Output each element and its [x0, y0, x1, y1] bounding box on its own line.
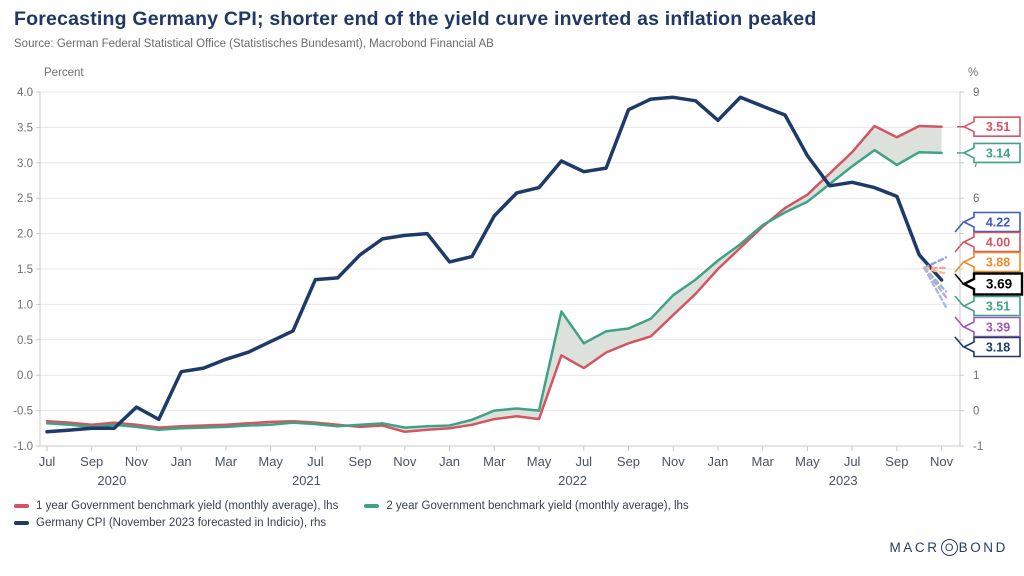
x-axis-month-label: Jul: [307, 454, 324, 469]
legend-item-1y-yield: 1 year Government benchmark yield (month…: [14, 500, 338, 512]
x-axis-month-label: Jul: [844, 454, 861, 469]
left-axis-unit-label: Percent: [44, 67, 84, 79]
left-axis-tick-label: 3.0: [17, 158, 33, 170]
right-axis-tick-label: 7: [973, 158, 979, 170]
value-flag-text: 3.51: [986, 300, 1010, 314]
legend-swatch-1y-icon: [14, 504, 29, 508]
left-axis-tick-label: 3.5: [17, 122, 33, 134]
x-axis-month-label: Nov: [662, 454, 686, 469]
left-axis-tick-label: 0.5: [17, 335, 33, 347]
right-axis-tick-label: -1: [973, 441, 983, 453]
legend-swatch-2y-icon: [364, 504, 380, 508]
flag-leader-line: [954, 241, 965, 253]
x-axis-month-label: Mar: [215, 454, 238, 469]
left-axis-tick-label: 2.0: [17, 229, 33, 241]
flag-leader-line: [954, 273, 965, 285]
x-axis-month-label: Sep: [617, 454, 640, 469]
x-axis-month-label: May: [527, 454, 552, 469]
right-axis-tick-label: 9: [973, 87, 979, 99]
legend-label-cpi: Germany CPI (November 2023 forecasted in…: [36, 517, 327, 529]
left-axis-tick-label: -0.5: [13, 406, 33, 418]
forecast-fan-dash: [923, 266, 948, 309]
forecast-fan-dash: [923, 266, 948, 299]
yield-spread-band-fill: [47, 126, 942, 432]
right-axis-tick-label: 6: [973, 193, 979, 205]
x-axis-year-label: 2022: [558, 473, 587, 488]
value-flag-text: 4.00: [986, 236, 1010, 250]
macrobond-logo-o-icon: O: [940, 539, 958, 556]
value-flag-text: 3.39: [986, 321, 1010, 335]
series-line-1y-yield: [45, 124, 943, 434]
value-flag-text: 3.88: [986, 256, 1010, 270]
flag-leader-line: [954, 221, 965, 233]
value-flag-3.39: [962, 316, 1021, 338]
value-flag-3.51: [962, 295, 1021, 317]
x-axis-month-label: Mar: [483, 454, 506, 469]
right-axis-unit-label: %: [968, 67, 978, 79]
value-flag-3.14: [962, 142, 1021, 164]
x-axis-month-label: May: [795, 454, 820, 469]
series-line-germany-cpi: [45, 95, 944, 434]
legend-label-1y: 1 year Government benchmark yield (month…: [36, 500, 339, 512]
value-flag-4.00: [962, 231, 1021, 253]
flag-leader-line: [954, 336, 965, 348]
value-flag-3.18: [962, 336, 1021, 358]
value-flag-4.22: [962, 211, 1021, 233]
x-axis-month-label: Jul: [39, 454, 56, 469]
chart-source: Source: German Federal Statistical Offic…: [14, 38, 494, 50]
left-axis-tick-label: 4.0: [17, 87, 33, 99]
legend-swatch-cpi-icon: [14, 521, 29, 525]
x-axis-month-label: Sep: [349, 454, 372, 469]
chart-legend: 1 year Government benchmark yield (month…: [14, 500, 689, 529]
flag-leader-line: [954, 261, 965, 273]
forecast-fan-dash: [923, 266, 948, 275]
macrobond-logo: MACR O BOND: [889, 539, 1008, 556]
x-axis-year-label: 2021: [292, 473, 321, 488]
series-line-2y-yield: [45, 148, 943, 431]
left-axis-tick-label: 0.0: [17, 370, 33, 382]
legend-item-2y-yield: 2 year Government benchmark yield (month…: [364, 500, 689, 512]
x-axis-month-label: Mar: [751, 454, 774, 469]
left-axis-tick-label: 1.0: [17, 299, 33, 311]
value-flag-text: 3.18: [986, 341, 1010, 355]
value-flag-text: 3.14: [986, 146, 1010, 160]
x-axis-month-label: Sep: [80, 454, 103, 469]
forecast-fan-dash: [923, 256, 948, 270]
x-axis-month-label: Jan: [171, 454, 192, 469]
left-axis-tick-label: 2.5: [17, 193, 33, 205]
value-flag-3.51: [962, 116, 1021, 137]
right-axis-tick-label: 1: [973, 370, 979, 382]
legend-label-2y: 2 year Government benchmark yield (month…: [386, 500, 689, 512]
flag-leader-line: [954, 316, 965, 328]
value-flag-3.88: [962, 251, 1021, 273]
x-axis-month-label: Nov: [125, 454, 149, 469]
x-axis-month-label: Jan: [707, 454, 728, 469]
x-axis-month-label: Nov: [393, 454, 417, 469]
x-axis-month-label: Jul: [575, 454, 592, 469]
flag-leader-line: [954, 295, 965, 307]
x-axis-month-label: Jan: [439, 454, 460, 469]
x-axis-year-label: 2020: [97, 473, 126, 488]
left-axis-tick-label: -1.0: [13, 441, 33, 453]
chart-title: Forecasting Germany CPI; shorter end of …: [14, 8, 817, 30]
legend-item-cpi: Germany CPI (November 2023 forecasted in…: [14, 517, 326, 529]
x-axis-year-label: 2023: [829, 473, 858, 488]
x-axis-month-label: Sep: [885, 454, 908, 469]
value-flag-text: 4.22: [986, 216, 1010, 230]
value-flag-text: 3.69: [986, 277, 1012, 292]
x-axis-month-label: Nov: [930, 454, 954, 469]
left-axis-tick-label: 1.5: [17, 264, 33, 276]
value-flag-3.69: [961, 272, 1024, 296]
x-axis-month-label: May: [258, 454, 283, 469]
right-axis-tick-label: 0: [973, 406, 979, 418]
value-flag-text: 3.51: [986, 120, 1010, 134]
